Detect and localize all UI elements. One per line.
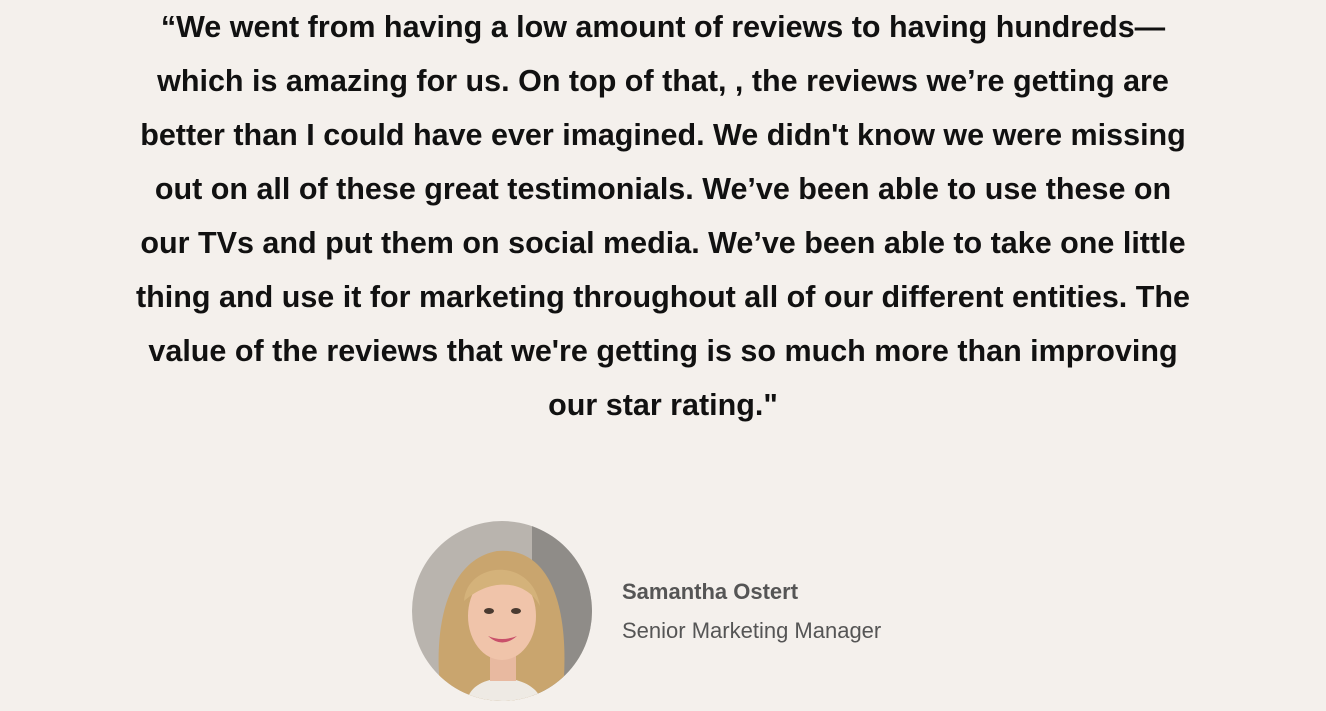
quote: “We went from having a low amount of rev… [136,10,1190,422]
quote-line: thing and use it for marketing throughou… [136,280,1190,314]
quote-line: “We went from having a low amount of rev… [160,10,1166,44]
quote-line: out on all of these great testimonials. … [154,172,1172,206]
avatar [412,521,592,701]
quote-line: which is amazing for us. On top of that,… [157,64,1169,98]
quote-line: value of the reviews that we're getting … [148,334,1178,368]
author-name: Samantha Ostert [622,579,799,604]
quote-line: better than I could have ever imagined. … [140,118,1186,152]
quote-line: our star rating." [548,388,778,422]
author-role: Senior Marketing Manager [622,618,882,643]
quote-line: our TVs and put them on social media. We… [140,226,1186,260]
